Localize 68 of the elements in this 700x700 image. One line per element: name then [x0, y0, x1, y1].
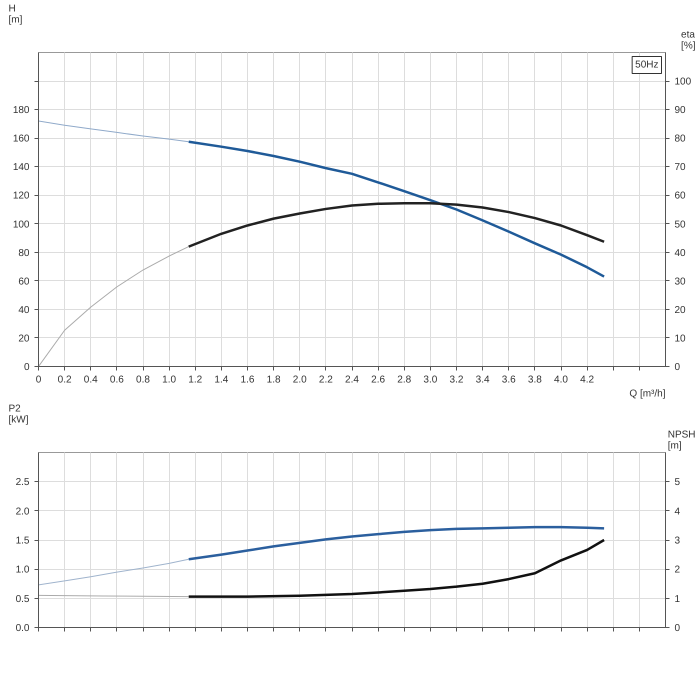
- y2-tick-label: 0: [674, 362, 680, 373]
- x-tick-label: 0.4: [84, 374, 98, 386]
- x-tick-label: 0.6: [110, 374, 124, 386]
- x-tick-label: 1.8: [266, 374, 282, 386]
- line-series: [38, 120, 190, 142]
- y-tick-label: 100: [12, 219, 30, 230]
- y-axis-title: P2 [kW]: [8, 404, 29, 426]
- y-tick-label: 2.5: [16, 477, 30, 488]
- line-series: [187, 538, 606, 598]
- y-tick-label: 1.5: [16, 536, 30, 546]
- line-series: [187, 140, 606, 278]
- y2-tick-label: 30: [674, 276, 686, 288]
- x-tick-label: 4.0: [554, 374, 568, 386]
- y-axis-title: H [m]: [8, 4, 23, 26]
- y-tick-label: 0.5: [16, 594, 30, 605]
- x-tick-label: 3.6: [502, 374, 516, 386]
- y2-tick-label: 40: [674, 248, 686, 259]
- y-tick-label: 2.0: [16, 506, 30, 518]
- y-tick-label: 20: [18, 333, 30, 344]
- x-tick-label: 3.0: [423, 374, 438, 386]
- x-tick-label: 2.8: [397, 374, 412, 386]
- y-tick-label: 0: [24, 362, 30, 373]
- line-series: [38, 558, 190, 586]
- y2-tick-label: 5: [674, 477, 680, 488]
- y2-tick-label: 20: [674, 304, 686, 316]
- y2-axis-title: eta [%]: [681, 30, 696, 52]
- x-tick-label: 2.4: [345, 374, 360, 386]
- y-tick-label: 60: [18, 276, 30, 288]
- y2-axis-title: NPSH [m]: [668, 430, 696, 452]
- y2-tick-label: 80: [674, 134, 686, 145]
- y-tick-label: 40: [18, 304, 30, 316]
- x-tick-label: 1.0: [162, 374, 177, 386]
- y2-tick-label: 1: [674, 594, 680, 605]
- x-tick-label: 1.4: [214, 374, 229, 386]
- x-tick-label: 0.2: [58, 374, 72, 386]
- y-tick-label: 1.0: [16, 564, 30, 576]
- y2-tick-label: 2: [674, 564, 680, 576]
- x-tick-label: 2.6: [371, 374, 386, 386]
- y2-tick-label: 4: [674, 506, 680, 518]
- y2-tick-label: 100: [674, 76, 692, 88]
- y-tick-label: 180: [12, 105, 30, 116]
- line-series: [38, 246, 190, 366]
- x-axis-title: Q [m³/h]: [629, 388, 666, 400]
- y2-tick-label: 10: [674, 333, 686, 344]
- y2-tick-label: 60: [674, 190, 686, 202]
- y-tick-label: 120: [12, 190, 30, 202]
- annotation: 50Hz: [635, 60, 659, 70]
- line-series: [187, 526, 606, 560]
- x-tick-label: 1.6: [240, 374, 255, 386]
- y-tick-label: 160: [12, 134, 30, 145]
- x-tick-label: 2.0: [292, 374, 308, 386]
- x-tick-label: 0: [36, 374, 42, 386]
- y-tick-label: 0.0: [16, 623, 30, 634]
- x-tick-label: 3.8: [528, 374, 542, 386]
- x-tick-label: 2.2: [318, 374, 334, 386]
- line-series: [187, 202, 606, 248]
- x-tick-label: 3.2: [450, 374, 464, 386]
- y2-tick-label: 50: [674, 219, 686, 230]
- y2-tick-label: 90: [674, 105, 686, 116]
- x-tick-label: 3.4: [476, 374, 490, 386]
- y2-tick-label: 3: [674, 536, 680, 546]
- y2-tick-label: 70: [674, 162, 686, 174]
- y2-tick-label: 0: [674, 623, 680, 634]
- x-tick-label: 1.2: [188, 374, 203, 386]
- y-tick-label: 140: [12, 162, 30, 174]
- y-tick-label: 80: [18, 248, 30, 259]
- x-tick-label: 0.8: [136, 374, 150, 386]
- x-tick-label: 4.2: [580, 374, 595, 386]
